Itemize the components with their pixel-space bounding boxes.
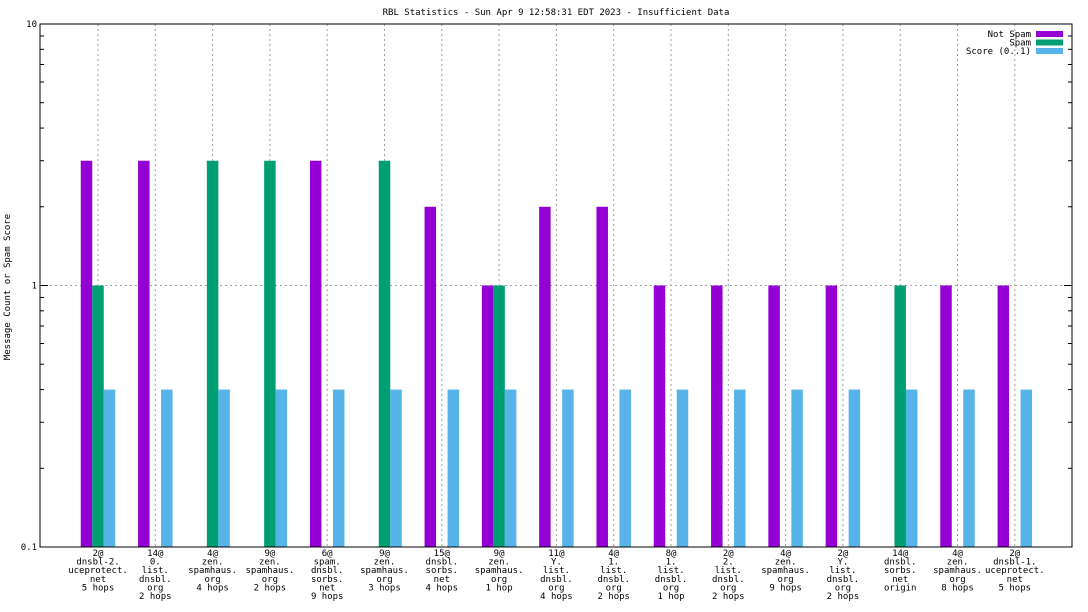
x-tick-label: 15@ dnsbl. sorbs. net 4 hops <box>426 549 459 593</box>
bar-score-0-1 <box>218 389 230 547</box>
x-tick-label: 2@ Y. list. dnsbl. org 2 hops <box>827 549 860 602</box>
bar-not-spam <box>138 160 150 547</box>
bar-score-0-1 <box>619 389 631 547</box>
x-tick-label: 14@ dnsbl. sorbs. net origin <box>884 549 917 593</box>
bar-score-0-1 <box>390 389 402 547</box>
bar-not-spam <box>80 160 93 547</box>
bar-not-spam <box>424 206 437 548</box>
legend-label: Not Spam <box>988 30 1031 40</box>
x-tick-label: 4@ zen. spamhaus. org 9 hops <box>761 549 810 593</box>
x-tick-label: 6@ spam. dnsbl. sorbs. net 9 hops <box>311 549 344 602</box>
y-axis-label: Message Count or Spam Score <box>3 214 13 360</box>
bar-score-0-1 <box>848 389 861 547</box>
bar-not-spam <box>596 206 608 548</box>
x-tick-label: 4@ zen. spamhaus. org 4 hops <box>188 549 237 593</box>
bar-not-spam <box>481 285 494 547</box>
bar-not-spam <box>940 285 952 547</box>
bar-score-0-1 <box>332 389 345 547</box>
legend-swatch <box>1036 31 1063 37</box>
bar-score-0-1 <box>905 389 918 547</box>
x-tick-label: 4@ 1. list. dnsbl. org 2 hops <box>597 549 630 602</box>
bar-spam <box>894 285 906 547</box>
chart-title: RBL Statistics - Sun Apr 9 12:58:31 EDT … <box>383 8 730 18</box>
legend-swatch <box>1036 39 1063 46</box>
legend-swatch <box>1036 48 1063 54</box>
x-tick-label: 9@ zen. spamhaus. org 2 hops <box>246 549 295 593</box>
x-tick-label: 9@ zen. spamhaus. org 3 hops <box>360 549 409 593</box>
bar-score-0-1 <box>963 389 975 547</box>
y-tick-label: 0.1 <box>21 543 37 553</box>
bar-score-0-1 <box>791 389 803 547</box>
x-tick-label: 2@ dnsbl-2. uceprotect. net 5 hops <box>68 549 128 593</box>
bar-score-0-1 <box>734 389 746 547</box>
bar-spam <box>493 285 505 547</box>
bar-score-0-1 <box>1020 389 1033 547</box>
bar-spam <box>264 160 276 547</box>
bar-not-spam <box>653 285 666 547</box>
bar-score-0-1 <box>103 389 116 547</box>
bar-not-spam <box>309 160 322 547</box>
bar-not-spam <box>825 285 838 547</box>
x-tick-label: 11@ Y. list. dnsbl. org 4 hops <box>540 549 573 602</box>
y-tick-label: 10 <box>26 20 37 30</box>
bar-not-spam <box>997 285 1010 547</box>
bar-score-0-1 <box>676 389 689 547</box>
x-tick-label: 8@ 1. list. dnsbl. org 1 hop <box>655 549 688 602</box>
x-tick-label: 2@ dnsbl-1. uceprotect. net 5 hops <box>985 549 1045 593</box>
x-axis-tick-labels: 2@ dnsbl-2. uceprotect. net 5 hops 14@ 0. list.… <box>68 549 1044 602</box>
bar-spam <box>92 285 104 547</box>
bar-score-0-1 <box>447 389 460 547</box>
bar-score-0-1 <box>562 389 574 547</box>
legend-label: Score (0..1) <box>966 47 1031 57</box>
bar-score-0-1 <box>275 389 288 547</box>
x-tick-label: 14@ 0. list. dnsbl. org 2 hops <box>139 549 172 602</box>
bar-score-0-1 <box>161 389 173 547</box>
bar-score-0-1 <box>504 389 517 547</box>
bar-spam <box>206 160 219 547</box>
y-tick-label: 1 <box>32 282 37 292</box>
x-tick-label: 2@ 2. list. dnsbl. org 2 hops <box>712 549 745 602</box>
x-tick-label: 9@ zen. spamhaus. org 1 hop <box>475 549 524 593</box>
x-tick-label: 4@ zen. spamhaus. org 8 hops <box>933 549 982 593</box>
bar-spam <box>378 160 391 547</box>
legend-label: Spam <box>1009 39 1031 49</box>
bar-not-spam <box>711 285 723 547</box>
y-axis-ticks: 0.1 1 10 <box>21 20 1072 553</box>
bar-not-spam <box>768 285 780 547</box>
bars <box>80 160 1033 548</box>
bar-not-spam <box>539 206 551 548</box>
